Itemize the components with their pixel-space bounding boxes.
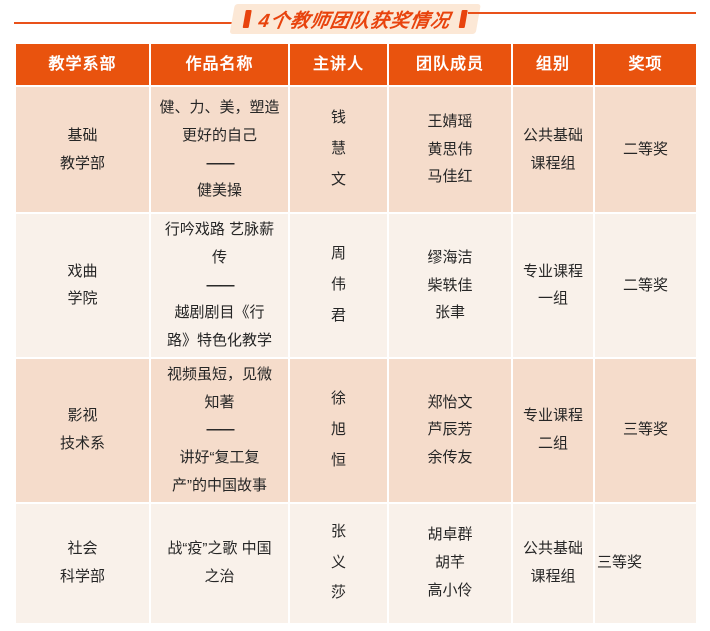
group-cell: 专业课程 一组 [511,212,595,359]
group-line: 专业课程 [522,262,583,280]
table-row: 戏曲 学院 行吟戏路 艺脉薪 传 —— 越剧剧目《行 路》特色化教学 周伟君 缪… [14,212,698,359]
work-name-cell: 健、力、美，塑造 更好的自己 —— 健美操 [149,85,290,214]
member-name: 王婧瑶 [427,112,473,130]
table-row: 社会 科学部 战“疫”之歌 中国 之治 张义莎 胡卓群 胡芊 高小伶 公共基础 … [14,501,698,625]
speaker-cell: 徐旭恒 [288,356,389,504]
department-line: 基础 [67,126,98,144]
title-band: 4个教师团队获奖情况 [0,0,710,42]
work-line: 战“疫”之歌 中国 [167,540,272,558]
team-members-cell: 郑怡文 芦辰芳 余传友 [387,356,513,504]
group-line: 一组 [537,290,568,308]
group-line: 二组 [537,435,568,453]
department-line: 社会 [67,540,98,558]
work-line: 行吟戏路 艺脉薪 [164,221,275,238]
team-members-cell: 缪海洁 柴轶佳 张聿 [387,212,513,359]
speaker-name: 张义莎 [330,522,346,602]
member-name: 余传友 [427,449,473,466]
title-badge: 4个教师团队获奖情况 [229,4,481,34]
work-line: 讲好“复工复 [179,449,260,466]
group-line: 课程组 [530,568,576,585]
department-cell: 基础 教学部 [14,85,151,214]
award-cell: 三等奖 [593,501,698,625]
department-line: 戏曲 [67,262,98,280]
speaker-cell: 张义莎 [288,501,389,625]
speaker-name: 钱慧文 [330,109,346,188]
title-line-left [14,22,254,24]
member-name: 芦辰芳 [427,421,473,439]
member-name: 高小伶 [427,581,473,599]
group-line: 公共基础 [522,540,583,558]
award-table: 教学系部 作品名称 主讲人 团队成员 组别 奖项 基础 教学部 健、力、美，塑造… [14,42,698,625]
department-line: 教学部 [59,154,105,172]
work-dash: —— [206,276,235,294]
work-line: 产”的中国故事 [172,476,267,494]
header-team-members: 团队成员 [387,42,513,87]
group-line: 专业课程 [522,407,583,425]
speaker-name: 徐旭恒 [330,390,346,469]
table-row: 影视 技术系 视频虽短，见微 知著 —— 讲好“复工复 产”的中国故事 徐旭恒 … [14,356,698,504]
header-group: 组别 [511,42,595,87]
member-name: 胡卓群 [427,526,473,544]
title-line-right [468,12,696,14]
page-title: 4个教师团队获奖情况 [257,10,453,32]
work-line: 路》特色化教学 [166,332,272,349]
work-name-cell: 视频虽短，见微 知著 —— 讲好“复工复 产”的中国故事 [149,356,290,504]
work-line: 健美操 [196,182,242,200]
speaker-cell: 周伟君 [288,212,389,359]
header-speaker: 主讲人 [288,42,389,87]
team-members-cell: 王婧瑶 黄思伟 马佳红 [387,85,513,214]
speaker-cell: 钱慧文 [288,85,389,214]
speaker-name: 周伟君 [330,245,346,324]
award-cell: 二等奖 [593,212,698,359]
work-dash: —— [206,421,235,439]
department-cell: 戏曲 学院 [14,212,151,359]
member-name: 黄思伟 [427,140,473,158]
department-cell: 社会 科学部 [14,501,151,625]
header-work-name: 作品名称 [149,42,290,87]
table-row: 基础 教学部 健、力、美，塑造 更好的自己 —— 健美操 钱慧文 王婧瑶 黄思伟… [14,85,698,214]
group-cell: 公共基础 课程组 [511,85,595,214]
member-name: 缪海洁 [427,248,473,266]
award-cell: 二等奖 [593,85,698,214]
group-cell: 公共基础 课程组 [511,501,595,625]
award-cell: 三等奖 [593,356,698,504]
work-line: 健、力、美，塑造 [159,99,280,116]
department-line: 技术系 [59,435,105,453]
work-line: 更好的自己 [181,126,257,144]
member-name: 张聿 [434,304,465,322]
work-dash: —— [206,154,235,172]
title-flag-left-icon [242,10,252,28]
department-line: 影视 [67,407,98,425]
work-line: 视频虽短，见微 [166,365,272,383]
work-line: 越剧剧目《行 [174,304,265,322]
group-line: 课程组 [530,154,576,172]
team-members-cell: 胡卓群 胡芊 高小伶 [387,501,513,625]
member-name: 柴轶佳 [427,276,473,294]
work-line: 传 [211,248,227,266]
title-flag-right-icon [458,10,468,28]
department-line: 学院 [67,290,98,308]
member-name: 马佳红 [427,168,473,186]
work-line: 之治 [204,568,235,585]
group-cell: 专业课程 二组 [511,356,595,504]
member-name: 郑怡文 [427,393,473,411]
work-name-cell: 行吟戏路 艺脉薪 传 —— 越剧剧目《行 路》特色化教学 [149,212,290,359]
header-department: 教学系部 [14,42,151,87]
department-line: 科学部 [59,568,105,585]
group-line: 公共基础 [522,126,583,144]
header-award: 奖项 [593,42,698,87]
table-header-row: 教学系部 作品名称 主讲人 团队成员 组别 奖项 [14,42,698,87]
work-line: 知著 [204,393,235,411]
department-cell: 影视 技术系 [14,356,151,504]
member-name: 胡芊 [434,554,465,572]
work-name-cell: 战“疫”之歌 中国 之治 [149,501,290,625]
